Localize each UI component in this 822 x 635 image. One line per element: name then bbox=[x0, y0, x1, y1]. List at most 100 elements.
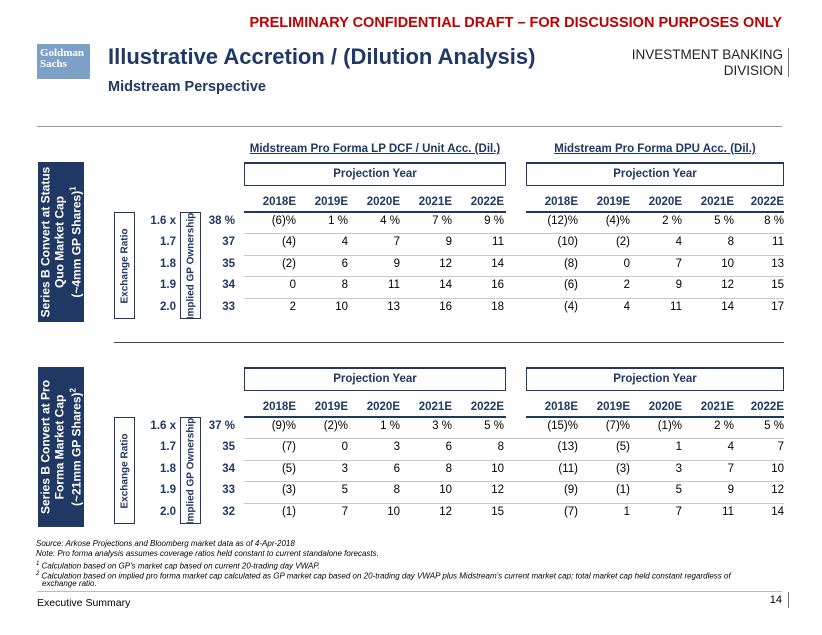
lp-dcf-cell: 12 bbox=[439, 505, 452, 518]
year-header: 2019E bbox=[596, 401, 630, 413]
page-number-divider bbox=[788, 592, 789, 608]
lp-dcf-cell: 8 bbox=[393, 484, 400, 497]
exchange-ratio-value: 1.6 x bbox=[150, 215, 176, 227]
dpu-cell: 11 bbox=[772, 236, 784, 249]
dpu-cell: 5 % bbox=[714, 215, 734, 227]
dpu-cell: 1 bbox=[675, 441, 682, 454]
page-title: Illustrative Accretion / (Dilution Analy… bbox=[108, 44, 536, 69]
projection-year-header: Projection Year bbox=[526, 162, 784, 186]
footnote-1-text: Calculation based on GP's market cap bas… bbox=[39, 561, 320, 571]
row-separator bbox=[244, 233, 784, 235]
dpu-cell: 1 bbox=[623, 505, 630, 518]
lp-dcf-header: Midstream Pro Forma LP DCF / Unit Acc. (… bbox=[249, 143, 501, 155]
footnote-2-text: Calculation based on implied pro forma m… bbox=[39, 571, 731, 581]
section-divider bbox=[114, 342, 784, 343]
projection-year-header: Projection Year bbox=[526, 367, 784, 391]
lp-dcf-cell: 8 bbox=[445, 462, 452, 475]
dpu-cell: 12 bbox=[721, 279, 734, 292]
exchange-ratio-value: 1.7 bbox=[160, 441, 176, 454]
dpu-cell: 9 bbox=[727, 484, 734, 497]
dpu-cell: (4) bbox=[563, 300, 578, 313]
dpu-cell: (1)% bbox=[657, 420, 682, 432]
dpu-cell: 2 % bbox=[662, 215, 682, 227]
year-header: 2022E bbox=[470, 401, 504, 413]
lp-dcf-cell: 10 bbox=[439, 484, 452, 497]
gp-ownership-value: 34 bbox=[222, 279, 235, 292]
year-header: 2022E bbox=[750, 401, 784, 413]
lp-dcf-cell: 10 bbox=[335, 300, 348, 313]
dpu-cell: 7 bbox=[675, 505, 682, 518]
dpu-cell: 7 bbox=[727, 462, 734, 475]
gp-ownership-label-text: Implied GP Ownership bbox=[185, 212, 196, 319]
section-label: Series B Convert at Status Quo Market Cap… bbox=[38, 162, 84, 322]
gp-ownership-value: 37 bbox=[222, 236, 235, 249]
year-header: 2018E bbox=[262, 196, 296, 208]
gp-ownership-label: Implied GP Ownership bbox=[180, 212, 201, 319]
dpu-cell: (8) bbox=[563, 257, 578, 270]
dpu-cell: 2 bbox=[623, 279, 630, 292]
gp-ownership-value: 34 bbox=[222, 462, 235, 475]
year-header: 2020E bbox=[648, 196, 682, 208]
division-divider bbox=[788, 48, 789, 77]
dpu-cell: 10 bbox=[721, 257, 734, 270]
division-line1: INVESTMENT BANKING bbox=[631, 47, 783, 62]
year-header: 2019E bbox=[314, 401, 348, 413]
dpu-cell: (1) bbox=[615, 484, 630, 497]
footnote-note: Note: Pro forma analysis assumes coverag… bbox=[36, 549, 379, 558]
dpu-cell: 0 bbox=[623, 257, 630, 270]
projection-year-header: Projection Year bbox=[244, 367, 506, 391]
year-header: 2019E bbox=[314, 196, 348, 208]
gp-ownership-value: 35 bbox=[222, 257, 235, 270]
year-header: 2018E bbox=[262, 401, 296, 413]
lp-dcf-cell: 4 bbox=[341, 236, 348, 249]
dpu-cell: 8 % bbox=[764, 215, 784, 227]
dpu-cell: (5) bbox=[615, 441, 630, 454]
lp-dcf-cell: 8 bbox=[341, 279, 348, 292]
dpu-cell: (13) bbox=[557, 441, 578, 454]
gp-ownership-value: 35 bbox=[222, 441, 235, 454]
lp-dcf-cell: 14 bbox=[439, 279, 452, 292]
exchange-ratio-value: 1.6 x bbox=[150, 420, 176, 432]
dpu-cell: (7) bbox=[563, 505, 578, 518]
section-label: Series B Convert at Pro Forma Market Cap(… bbox=[38, 367, 84, 527]
gp-ownership-label-text: Implied GP Ownership bbox=[185, 417, 196, 524]
lp-dcf-cell: 7 % bbox=[432, 215, 452, 227]
year-header: 2021E bbox=[700, 196, 734, 208]
exchange-ratio-value: 1.8 bbox=[160, 462, 176, 475]
year-header: 2021E bbox=[418, 401, 452, 413]
division-line2: DIVISION bbox=[723, 63, 783, 78]
section-label-shares: (~4mm GP Shares) bbox=[69, 190, 84, 298]
lp-dcf-cell: 6 bbox=[445, 441, 452, 454]
header-rule bbox=[37, 126, 782, 127]
lp-dcf-cell: 16 bbox=[439, 300, 452, 313]
page-subtitle: Midstream Perspective bbox=[108, 79, 266, 95]
lp-dcf-cell: (9)% bbox=[271, 420, 296, 432]
gp-ownership-value: 32 bbox=[222, 505, 235, 518]
projection-year-header: Projection Year bbox=[244, 162, 506, 186]
section-label-footnote-mark: 1 bbox=[68, 186, 78, 191]
footnote-source: Source: Arkose Projections and Bloomberg… bbox=[36, 539, 295, 548]
page-number: 14 bbox=[769, 594, 782, 606]
exchange-ratio-value: 2.0 bbox=[160, 300, 176, 313]
year-header: 2019E bbox=[596, 196, 630, 208]
row-separator bbox=[244, 481, 784, 483]
exchange-ratio-value: 2.0 bbox=[160, 505, 176, 518]
lp-dcf-cell: 14 bbox=[491, 257, 504, 270]
footnote-1-mark: 1 bbox=[36, 561, 40, 567]
gp-ownership-value: 33 bbox=[222, 300, 235, 313]
lp-dcf-cell: 13 bbox=[387, 300, 400, 313]
dpu-cell: 4 bbox=[675, 236, 682, 249]
section-label-line: Forma Market Cap bbox=[52, 394, 67, 500]
section-label-shares: (~21mm GP Shares) bbox=[69, 392, 84, 506]
dpu-cell: 17 bbox=[771, 300, 784, 313]
dpu-cell: 3 bbox=[675, 462, 682, 475]
row-separator bbox=[244, 502, 784, 504]
dpu-cell: 11 bbox=[670, 300, 682, 313]
lp-dcf-cell: (3) bbox=[281, 484, 296, 497]
lp-dcf-cell: 5 % bbox=[484, 420, 504, 432]
exchange-ratio-value: 1.9 bbox=[160, 279, 176, 292]
year-underline bbox=[244, 416, 506, 418]
footer-rule bbox=[37, 591, 782, 592]
dpu-cell: (11) bbox=[558, 462, 578, 475]
company-logo: Goldman Sachs bbox=[37, 44, 90, 79]
